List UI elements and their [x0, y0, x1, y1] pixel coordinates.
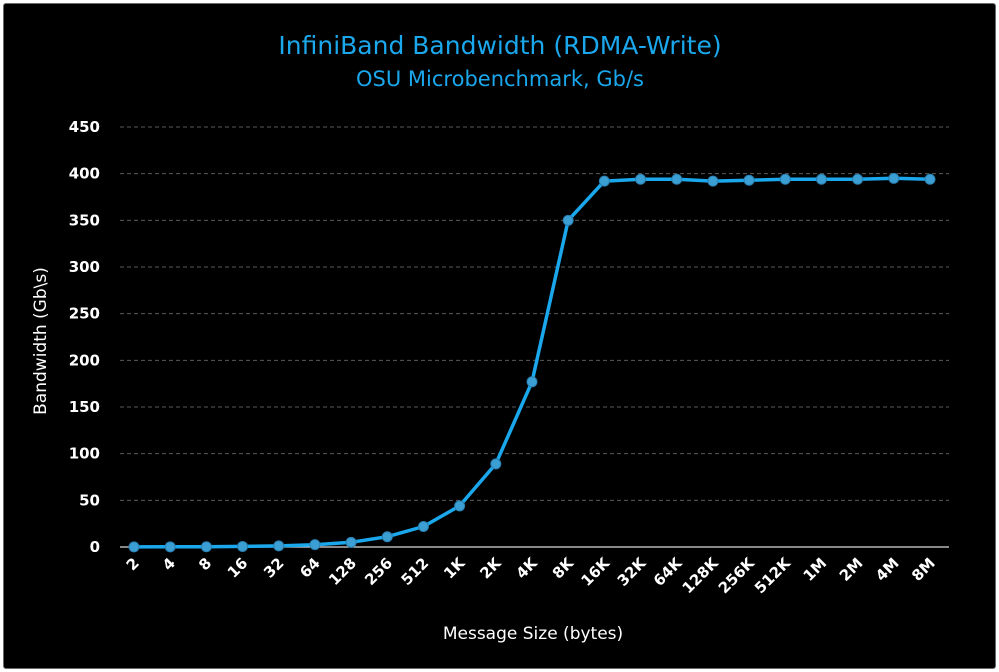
x-tick-label: 8	[195, 554, 215, 574]
x-tick-label: 256	[361, 554, 396, 589]
data-point	[815, 173, 827, 185]
data-point	[273, 540, 285, 552]
data-point	[707, 175, 719, 187]
x-tick-label: 16K	[577, 553, 614, 590]
data-point	[345, 536, 357, 548]
data-point	[200, 541, 212, 553]
chart-title: InfiniBand Bandwidth (RDMA-Write)	[278, 31, 721, 60]
data-point	[309, 539, 321, 551]
chart-svg: InfiniBand Bandwidth (RDMA-Write) OSU Mi…	[31, 31, 949, 644]
y-axis-label: Bandwidth (Gb\s)	[31, 267, 51, 415]
x-tick-label: 2	[123, 554, 143, 574]
gridlines	[120, 126, 949, 548]
data-point	[490, 458, 502, 470]
x-tick-label: 8M	[908, 554, 939, 585]
y-tick-label: 50	[79, 491, 100, 509]
data-point	[417, 520, 429, 532]
y-tick-label: 150	[69, 398, 100, 416]
x-tick-label: 32	[260, 554, 287, 581]
data-point	[779, 173, 791, 185]
data-point	[526, 376, 538, 388]
x-tick-label: 2K	[476, 553, 505, 582]
y-tick-label: 400	[69, 165, 100, 183]
x-tick-label: 2M	[836, 554, 867, 585]
x-tick-label: 128K	[679, 553, 723, 597]
y-tick-label: 300	[69, 258, 100, 276]
x-tick-label: 512K	[751, 553, 795, 597]
data-point	[128, 541, 140, 553]
data-point	[454, 500, 466, 512]
y-axis-ticks: 0 50 100 150 200 250 300 350 400 450	[69, 118, 100, 556]
y-tick-label: 100	[69, 445, 100, 463]
data-point	[164, 541, 176, 553]
data-point	[562, 214, 574, 226]
x-tick-label: 1M	[800, 554, 831, 585]
chart-panel: InfiniBand Bandwidth (RDMA-Write) OSU Mi…	[3, 3, 996, 669]
x-tick-label: 256K	[715, 553, 759, 597]
data-point	[743, 174, 755, 186]
x-tick-label: 64	[296, 554, 323, 581]
data-point	[381, 531, 393, 543]
data-point	[598, 175, 610, 187]
data-point	[888, 172, 900, 184]
series-layer	[128, 172, 936, 553]
x-tick-label: 8K	[549, 553, 578, 582]
x-tick-label: 4	[159, 554, 179, 574]
data-point	[237, 540, 249, 552]
data-point	[924, 173, 936, 185]
data-point	[671, 173, 683, 185]
y-tick-label: 250	[69, 305, 100, 323]
data-point	[635, 173, 647, 185]
y-tick-label: 200	[69, 351, 100, 369]
x-tick-label: 16	[224, 554, 251, 581]
chart-subtitle: OSU Microbenchmark, Gb/s	[356, 67, 644, 91]
y-tick-label: 0	[90, 538, 100, 556]
y-tick-label: 350	[69, 211, 100, 229]
x-tick-label: 512	[397, 554, 432, 589]
x-axis-ticks: 2 4 8 16 32 64 128 256 512 1K 2K 4K 8K 16K 32K 64K128K2…	[123, 553, 939, 597]
data-point	[852, 173, 864, 185]
x-tick-label: 128	[325, 554, 360, 589]
series-line	[133, 176, 931, 549]
x-tick-label: 1K	[440, 553, 469, 582]
x-tick-label: 4K	[513, 553, 542, 582]
x-tick-label: 4M	[872, 554, 903, 585]
x-axis-label: Message Size (bytes)	[443, 624, 623, 644]
x-tick-label: 32K	[614, 553, 651, 590]
y-tick-label: 450	[69, 118, 100, 136]
